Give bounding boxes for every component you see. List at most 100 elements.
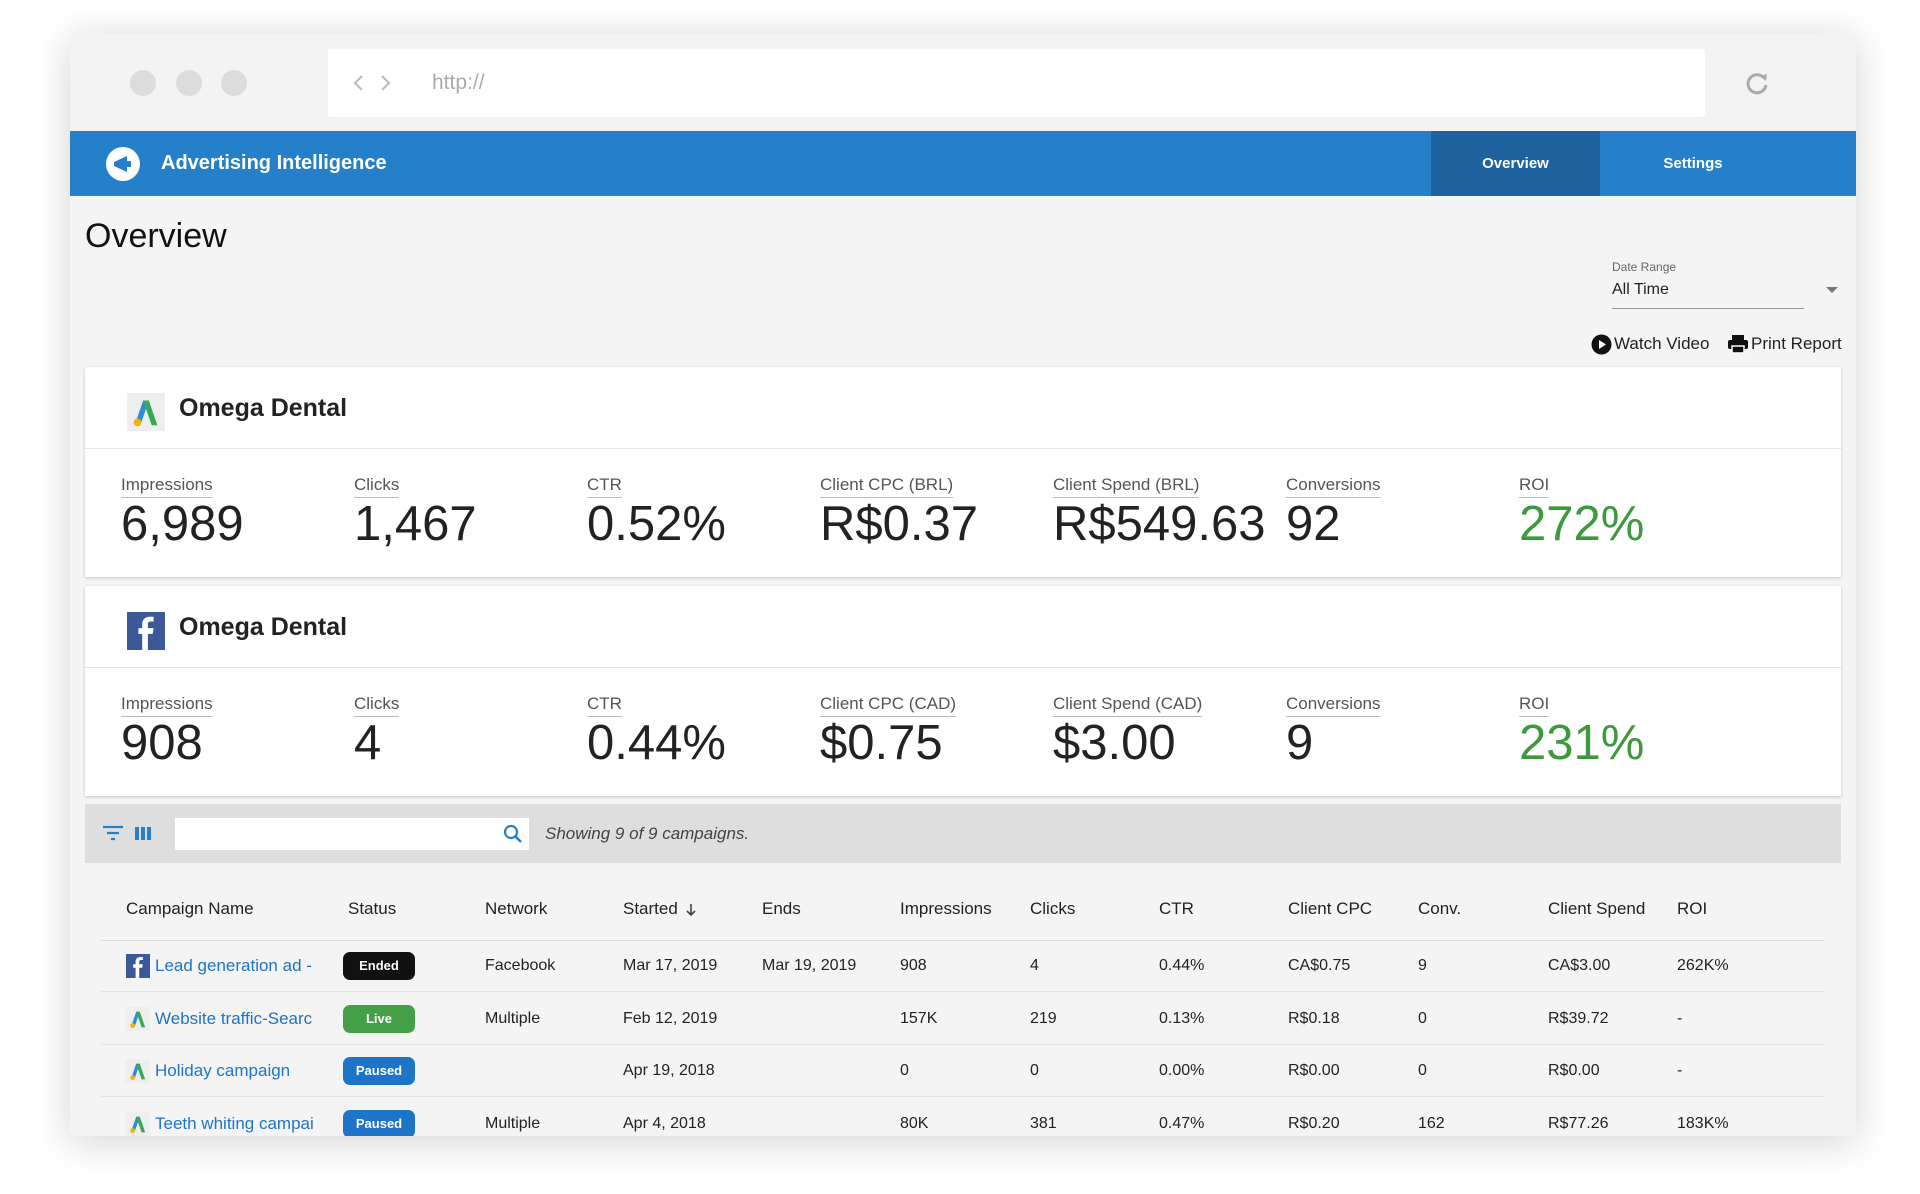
window-dot (130, 70, 156, 96)
column-header[interactable]: CTR (1159, 899, 1194, 918)
column-header[interactable]: Status (348, 899, 397, 918)
cell: 262K% (1677, 957, 1729, 974)
cell: 0 (900, 1062, 909, 1080)
column-header[interactable]: Campaign Name (126, 899, 254, 918)
metric-value: 4 (354, 716, 382, 770)
metric-value: 0.52% (587, 497, 726, 551)
cell: 0 (1030, 1062, 1039, 1080)
cell: 0.13% (1159, 1009, 1205, 1027)
cell: R$0.20 (1288, 1114, 1340, 1132)
search-icon[interactable] (503, 824, 523, 844)
table-toolbar: Showing 9 of 9 campaigns. (85, 804, 1841, 863)
metric-label: Client CPC (CAD) (820, 694, 957, 717)
table-status: Showing 9 of 9 campaigns. (545, 824, 750, 843)
cell: 4 (1030, 957, 1039, 974)
cell: R$77.26 (1548, 1114, 1609, 1132)
window-dot (221, 70, 247, 96)
campaign-link[interactable]: Website traffic-Search-3 (155, 1008, 313, 1028)
metrics-row: Impressions 6,989 Clicks 1,467 CTR 0.52% Clien… (85, 449, 1841, 577)
sort-arrow[interactable] (685, 903, 697, 917)
cell: 9 (1418, 957, 1427, 974)
card-header: Omega Dental (85, 367, 1841, 449)
metric-value: 1,467 (354, 497, 477, 551)
campaign-link[interactable]: Teeth whiting campaign (155, 1113, 313, 1133)
date-range-select[interactable]: All Time (1612, 281, 1804, 309)
adwords-icon (126, 1059, 150, 1084)
cell: CA$0.75 (1288, 957, 1351, 974)
cell: 0.00% (1159, 1062, 1205, 1080)
metric-label: Impressions (121, 694, 213, 717)
metric-label: CTR (587, 475, 622, 498)
browser-window: http:// Advertising Intelligence Overvie… (70, 33, 1856, 1136)
nav-tab[interactable]: Settings (1663, 155, 1723, 172)
app-logo (106, 147, 140, 181)
nav-tab[interactable]: Overview (1431, 131, 1600, 196)
dropdown-arrow[interactable] (1826, 287, 1838, 295)
column-header[interactable]: Started (623, 899, 678, 918)
url-bar[interactable]: http:// (328, 49, 1705, 117)
date-range-label: Date Range (1612, 260, 1677, 274)
cell: 219 (1030, 1009, 1057, 1027)
cell: - (1677, 1009, 1683, 1027)
watch-video[interactable]: Watch Video (1614, 334, 1710, 353)
row-divider (101, 1043, 1825, 1045)
metric-value: 6,989 (121, 497, 244, 551)
nav-arrows[interactable] (352, 73, 392, 93)
column-header[interactable]: Impressions (900, 899, 992, 918)
metric-value: $3.00 (1053, 716, 1176, 770)
status-badge: Paused (343, 1057, 415, 1086)
metric-label: ROI (1519, 475, 1550, 498)
play-icon[interactable] (1591, 334, 1612, 355)
header-divider (101, 940, 1825, 941)
column-header[interactable]: Client Spend (1548, 899, 1646, 918)
facebook-icon (127, 612, 165, 650)
metric-value: 908 (121, 716, 203, 770)
campaign-link[interactable]: Lead generation ad - 201 (155, 956, 313, 975)
cell: 162 (1418, 1114, 1445, 1132)
cell: Mar 19, 2019 (762, 957, 857, 974)
status-badge: Live (343, 1004, 415, 1033)
print-report[interactable]: Print Report (1751, 334, 1842, 353)
print-icon[interactable] (1727, 333, 1749, 355)
column-header[interactable]: ROI (1677, 899, 1708, 918)
filter-columns-icons[interactable] (103, 824, 155, 844)
metric-label: Clicks (354, 475, 400, 498)
metric-value: R$549.63 (1053, 497, 1266, 551)
column-header[interactable]: Network (485, 899, 548, 918)
browser-toolbar: http:// (70, 33, 1856, 131)
adwords-icon (126, 1111, 150, 1136)
app-title: Advertising Intelligence (161, 152, 387, 174)
cell: - (1677, 1062, 1683, 1080)
column-header[interactable]: Ends (762, 899, 801, 918)
row-divider (101, 991, 1825, 992)
reload-icon[interactable] (1744, 70, 1770, 96)
column-header[interactable]: Client CPC (1288, 899, 1373, 918)
cell: R$0.18 (1288, 1009, 1340, 1027)
cell: 0 (1418, 1062, 1427, 1080)
metric-label: ROI (1519, 694, 1550, 717)
campaign-link[interactable]: Holiday campaign (155, 1061, 291, 1081)
cell: R$0.00 (1548, 1062, 1600, 1080)
metric-label: Clicks (354, 694, 400, 717)
column-header[interactable]: Conv. (1418, 899, 1462, 918)
metric-value: 272% (1519, 497, 1645, 551)
search-input[interactable] (175, 818, 529, 850)
cell: R$39.72 (1548, 1009, 1609, 1027)
metric-label: Client Spend (BRL) (1053, 475, 1200, 498)
cell: Feb 12, 2019 (623, 1009, 718, 1027)
account-name: Omega Dental (179, 394, 348, 422)
cell: Multiple (485, 1009, 541, 1027)
metric-label: Conversions (1286, 475, 1381, 498)
cell: 157K (900, 1009, 938, 1027)
cell: Mar 17, 2019 (623, 957, 718, 974)
cell: Facebook (485, 957, 556, 974)
window-dot (176, 70, 202, 96)
metric-label: Client CPC (BRL) (820, 475, 954, 498)
cell: 0.47% (1159, 1114, 1205, 1132)
column-header[interactable]: Clicks (1030, 899, 1076, 918)
metric-value: 0.44% (587, 716, 726, 770)
account-card: Omega Dental Impressions 6,989 Clicks 1,467 C… (85, 367, 1841, 577)
cell: 0 (1418, 1009, 1427, 1027)
metric-label: Conversions (1286, 694, 1381, 717)
cell: R$0.00 (1288, 1062, 1340, 1080)
